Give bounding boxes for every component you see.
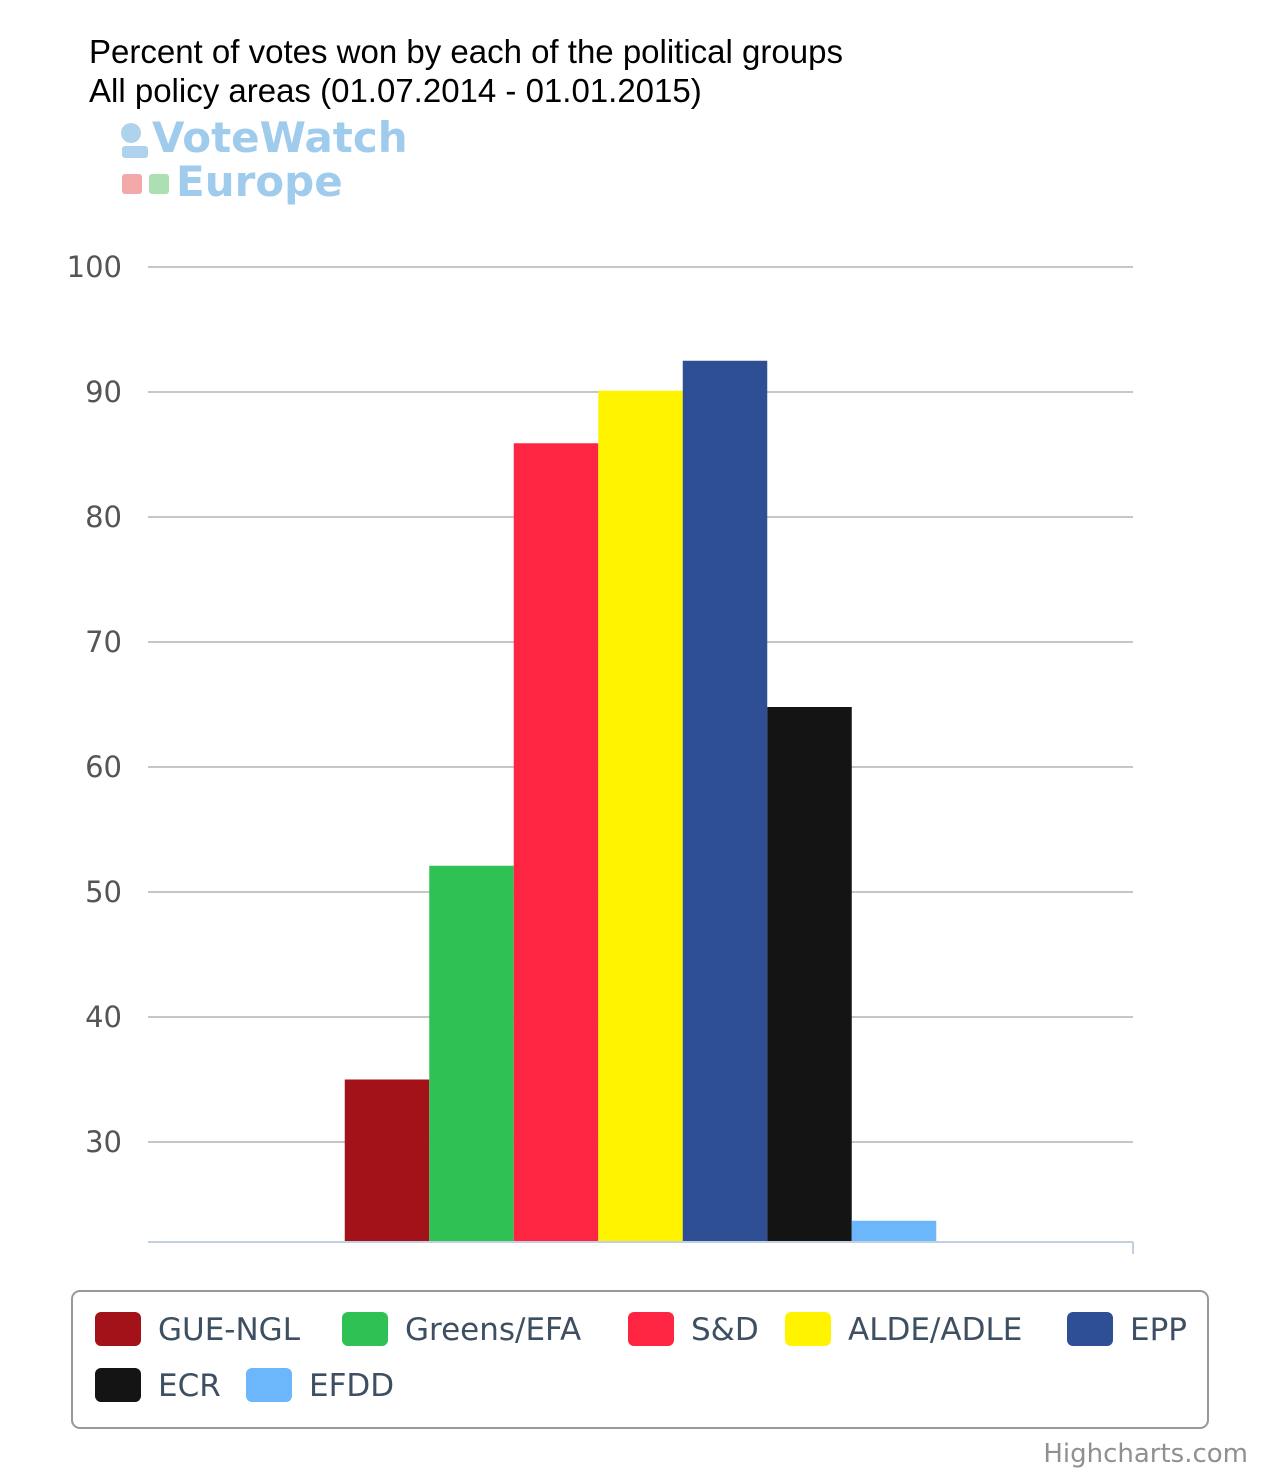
y-tick-label: 90: [85, 375, 122, 409]
legend: GUE-NGL Greens/EFA S&D ALDE/ADLE EPP ECR EFDD: [71, 1290, 1209, 1429]
logo-line-2: Europe: [176, 157, 343, 206]
logo-line-1: VoteWatch: [152, 113, 408, 162]
y-tick-label: 30: [85, 1125, 122, 1159]
y-axis-labels: 30 40 50 60 70 80 90 100: [67, 250, 122, 1159]
legend-label: EPP: [1130, 1312, 1187, 1348]
y-tick-label: 50: [85, 875, 122, 909]
chart-subtitle: All policy areas (01.07.2014 - 01.01.201…: [89, 72, 702, 109]
legend-swatch: [1067, 1312, 1113, 1346]
legend-swatch: [246, 1368, 292, 1402]
legend-label: EFDD: [309, 1368, 394, 1404]
legend-item-efdd[interactable]: EFDD: [246, 1368, 394, 1404]
legend-label: ECR: [158, 1368, 221, 1404]
bar-greens-efa[interactable]: [429, 865, 514, 1242]
y-tick-label: 40: [85, 1000, 122, 1034]
legend-label: S&D: [691, 1312, 759, 1348]
y-tick-label: 70: [85, 625, 122, 659]
bar-alde-adle[interactable]: [598, 390, 683, 1242]
legend-item-alde-adle[interactable]: ALDE/ADLE: [785, 1312, 1022, 1348]
y-tick-label: 80: [85, 500, 122, 534]
bars: [344, 360, 937, 1243]
legend-item-s-d[interactable]: S&D: [628, 1312, 759, 1348]
legend-label: ALDE/ADLE: [848, 1312, 1022, 1348]
legend-swatch: [628, 1312, 674, 1346]
legend-item-gue-ngl[interactable]: GUE-NGL: [95, 1312, 301, 1348]
bar-epp[interactable]: [682, 360, 768, 1242]
bar-s-d[interactable]: [513, 443, 599, 1242]
legend-item-epp[interactable]: EPP: [1067, 1312, 1187, 1348]
y-tick-label: 60: [85, 750, 122, 784]
legend-swatch: [785, 1312, 831, 1346]
legend-item-greens-efa[interactable]: Greens/EFA: [342, 1312, 581, 1348]
votewatch-logo: VoteWatch Europe: [121, 113, 408, 206]
legend-swatch: [95, 1312, 141, 1346]
bar-ecr[interactable]: [767, 707, 852, 1242]
bar-efdd[interactable]: [851, 1220, 937, 1242]
bar-gue-ngl[interactable]: [344, 1079, 430, 1243]
logo-icon: [121, 123, 169, 194]
legend-swatch: [95, 1368, 141, 1402]
y-tick-label: 100: [67, 250, 122, 284]
chart-title: Percent of votes won by each of the poli…: [89, 33, 843, 70]
legend-label: Greens/EFA: [405, 1312, 581, 1348]
credits-link[interactable]: Highcharts.com: [1043, 1439, 1248, 1469]
legend-item-ecr[interactable]: ECR: [95, 1368, 221, 1404]
legend-label: GUE-NGL: [158, 1312, 301, 1348]
legend-swatch: [342, 1312, 388, 1346]
